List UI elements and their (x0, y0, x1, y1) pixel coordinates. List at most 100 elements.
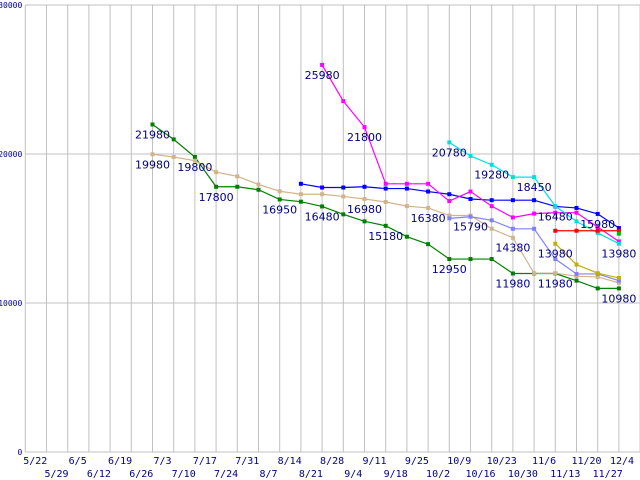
data-point-blue (489, 198, 494, 203)
data-point-green (150, 122, 155, 127)
y-tick-label: 20000 (0, 150, 22, 159)
data-label: 19800 (177, 161, 212, 174)
data-point-periwinkle (510, 226, 515, 231)
x-tick-label: 9/25 (405, 456, 429, 467)
data-point-magenta (510, 215, 515, 220)
data-label: 17800 (199, 191, 234, 204)
data-point-green (320, 204, 325, 209)
x-tick-label: 10/30 (508, 469, 538, 480)
data-point-magenta (320, 62, 325, 67)
x-tick-label: 10/9 (447, 456, 471, 467)
data-point-tan (320, 192, 325, 197)
data-label: 16480 (305, 210, 340, 223)
x-tick-label: 7/31 (235, 456, 259, 467)
data-point-cyan (553, 204, 558, 209)
data-point-olive (616, 275, 621, 280)
x-tick-label: 6/12 (87, 469, 111, 480)
data-point-periwinkle (574, 271, 579, 276)
data-point-tan (192, 158, 197, 163)
data-point-tan (447, 213, 452, 218)
data-label: 15790 (453, 221, 488, 234)
data-point-tan (574, 274, 579, 279)
data-point-cyan (574, 219, 579, 224)
data-point-magenta (532, 211, 537, 216)
data-point-tan (383, 199, 388, 204)
data-point-blue (595, 211, 600, 216)
x-tick-label: 6/26 (129, 469, 153, 480)
data-point-periwinkle (616, 278, 621, 283)
x-tick-label: 8/14 (278, 456, 302, 467)
x-tick-label: 10/16 (465, 469, 495, 480)
data-point-tan (150, 152, 155, 157)
x-tick-label: 10/23 (487, 456, 517, 467)
x-tick-label: 6/5 (69, 456, 87, 467)
x-tick-label: 12/4 (610, 456, 634, 467)
data-point-magenta (341, 99, 346, 104)
data-point-blue (447, 192, 452, 197)
data-label: 11980 (538, 277, 573, 290)
data-label: 16980 (347, 203, 382, 216)
data-point-tan (277, 189, 282, 194)
data-point-green (468, 257, 473, 262)
data-point-green (214, 184, 219, 189)
y-tick-label: 0 (17, 448, 22, 457)
data-point-magenta (447, 199, 452, 204)
x-tick-label: 6/19 (108, 456, 132, 467)
data-point-green (256, 187, 261, 192)
data-point-cyan (489, 162, 494, 167)
data-point-blue (320, 185, 325, 190)
data-point-olive (553, 241, 558, 246)
data-point-tan (553, 271, 558, 276)
grid (25, 4, 640, 452)
data-label: 16950 (262, 203, 297, 216)
data-point-blue (616, 226, 621, 231)
data-point-magenta (553, 210, 558, 215)
y-tick-label: 30000 (0, 1, 22, 10)
data-label: 14380 (495, 242, 530, 255)
x-tick-label: 7/24 (214, 469, 238, 480)
x-tick-label: 7/17 (193, 456, 217, 467)
data-point-green (595, 286, 600, 291)
data-point-green (362, 219, 367, 224)
data-point-green (447, 257, 452, 262)
data-point-blue (574, 205, 579, 210)
data-point-green (616, 286, 621, 291)
series-lines (150, 62, 621, 291)
data-label: 12950 (432, 263, 467, 276)
series-line-olive (554, 243, 620, 279)
data-point-red (574, 228, 579, 233)
data-point-magenta (595, 225, 600, 230)
data-point-blue (510, 198, 515, 203)
data-point-periwinkle (532, 226, 537, 231)
data-label: 19980 (135, 158, 170, 171)
data-point-green (510, 271, 515, 276)
data-label: 19280 (474, 169, 509, 182)
x-tick-label: 11/27 (593, 469, 623, 480)
data-point-green (277, 197, 282, 202)
data-point-tan (362, 196, 367, 201)
x-tick-label: 11/6 (532, 456, 556, 467)
data-point-green (489, 257, 494, 262)
data-point-cyan (595, 230, 600, 235)
data-point-magenta (404, 181, 409, 186)
data-label: 15980 (580, 218, 615, 231)
data-point-green (235, 184, 240, 189)
data-point-periwinkle (447, 216, 452, 221)
data-point-magenta (489, 204, 494, 209)
data-label: 25980 (305, 69, 340, 82)
x-tick-label: 9/18 (384, 469, 408, 480)
data-point-green (341, 212, 346, 217)
data-label: 20780 (432, 146, 467, 159)
data-label: 11980 (495, 277, 530, 290)
data-point-tan (214, 170, 219, 175)
data-point-tan (256, 182, 261, 187)
data-point-blue (341, 185, 346, 190)
data-point-cyan (447, 140, 452, 145)
data-label: 15180 (368, 230, 403, 243)
data-point-tan (489, 226, 494, 231)
data-point-blue (404, 186, 409, 191)
data-label: 18450 (517, 181, 552, 194)
x-tick-label: 8/28 (320, 456, 344, 467)
